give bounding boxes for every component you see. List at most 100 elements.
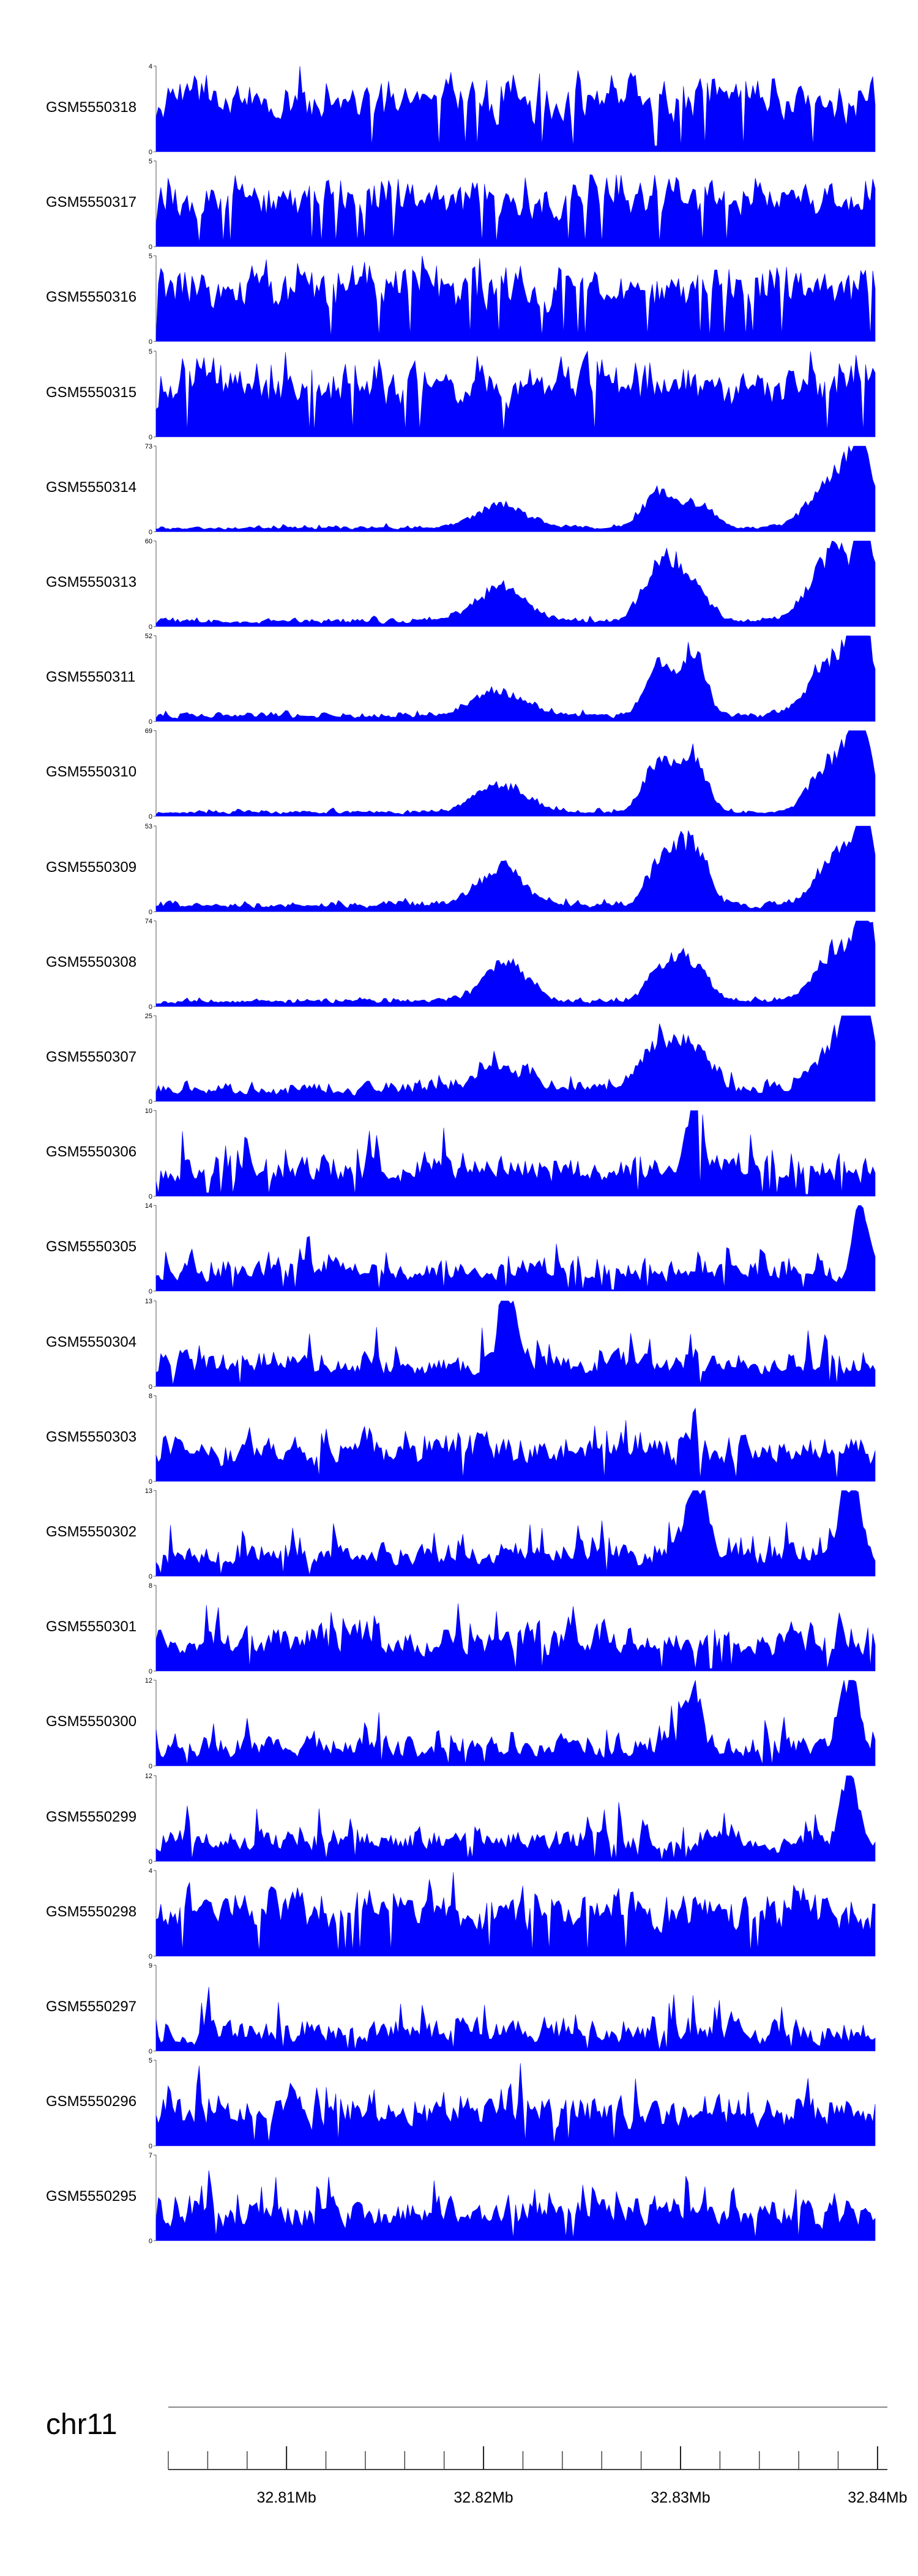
track-label: GSM5550304: [46, 1333, 137, 1350]
track-plot: 14 0: [145, 1202, 876, 1295]
track-GSM5550306: GSM5550306 10 0: [0, 1106, 918, 1201]
y-min-label: 0: [149, 909, 152, 916]
track-GSM5550311: GSM5550311 52 0: [0, 631, 918, 726]
y-min-label: 0: [149, 1098, 152, 1106]
track-GSM5550310: GSM5550310 69 0: [0, 726, 918, 821]
track-label: GSM5550318: [46, 99, 137, 116]
track-plot: 25 0: [145, 1013, 876, 1106]
track-plot: 74 0: [145, 918, 876, 1011]
track-label: GSM5550298: [46, 1903, 137, 1920]
genome-tick-label: 32.82Mb: [453, 2489, 513, 2506]
track-plot: 13 0: [145, 1298, 876, 1391]
coverage-tracks: GSM5550318 4 0 GSM5550317 5 0 GSM5550316 5 0 GSM5…: [0, 61, 918, 2245]
track-plot: 12 0: [145, 1677, 876, 1770]
y-max-label: 10: [145, 1107, 152, 1115]
genome-tick-label: 32.81Mb: [257, 2489, 316, 2506]
y-min-label: 0: [149, 434, 152, 441]
coverage-area: [155, 350, 876, 437]
track-label: GSM5550307: [46, 1049, 137, 1065]
y-max-label: 12: [145, 1677, 152, 1684]
track-plot: 53 0: [145, 823, 876, 916]
y-min-label: 0: [149, 529, 152, 536]
track-plot: 69 0: [145, 728, 876, 821]
chromosome-label: chr11: [46, 2408, 118, 2441]
y-max-label: 74: [145, 918, 152, 925]
track-plot: 90: [149, 1962, 876, 2055]
track-GSM5550317: GSM5550317 5 0: [0, 156, 918, 251]
track-label: GSM5550309: [46, 858, 137, 876]
y-min-label: 0: [149, 149, 152, 156]
y-max-label: 13: [145, 1487, 152, 1495]
y-min-label: 0: [149, 1478, 152, 1486]
y-max-label: 5: [149, 348, 152, 356]
y-min-label: 0: [149, 2048, 152, 2055]
track-label: GSM5550316: [46, 289, 137, 306]
y-max-label: 9: [149, 1962, 152, 1970]
track-GSM5550299: GSM5550299 12 0: [0, 1771, 918, 1866]
track-label: GSM5550295: [46, 2188, 137, 2205]
y-min-label: 0: [149, 624, 152, 631]
coverage-area: [155, 256, 876, 342]
track-label: GSM5550305: [46, 1238, 137, 1256]
track-GSM5550304: GSM5550304 13 0: [0, 1296, 918, 1391]
track-GSM5550318: GSM5550318 4 0: [0, 61, 918, 156]
y-min-label: 0: [149, 1003, 152, 1011]
track-GSM5550303: GSM5550303 8 0: [0, 1391, 918, 1486]
track-plot: 73 0: [145, 443, 876, 536]
y-max-label: 12: [145, 1773, 152, 1780]
y-min-label: 0: [149, 1763, 152, 1770]
y-min-label: 0: [149, 1288, 152, 1295]
y-max-label: 14: [145, 1202, 152, 1210]
coverage-area: [155, 1300, 876, 1387]
y-min-label: 0: [149, 244, 152, 251]
track-plot: 52 0: [145, 633, 876, 726]
coverage-area: [155, 1490, 876, 1577]
y-min-label: 0: [149, 338, 152, 346]
coverage-area: [155, 445, 876, 532]
track-GSM5550300: GSM5550300 12 0: [0, 1675, 918, 1770]
y-max-label: 25: [145, 1013, 152, 1020]
y-max-label: 8: [149, 1582, 152, 1590]
y-max-label: 5: [149, 253, 152, 260]
y-min-label: 0: [149, 2238, 152, 2245]
y-max-label: 5: [149, 2057, 152, 2064]
y-max-label: 8: [149, 1393, 152, 1400]
coverage-area: [155, 1603, 876, 1672]
track-plot: 80: [149, 1393, 876, 1486]
coverage-area: [155, 2170, 876, 2241]
track-label: GSM5550300: [46, 1713, 137, 1730]
track-plot: 60 0: [145, 538, 876, 631]
track-GSM5550305: GSM5550305 14 0: [0, 1201, 918, 1295]
track-plot: 40: [149, 1867, 876, 1960]
y-max-label: 13: [145, 1298, 152, 1305]
y-min-label: 0: [149, 813, 152, 821]
track-label: GSM5550314: [46, 478, 137, 496]
track-label: GSM5550301: [46, 1618, 137, 1636]
coverage-area: [155, 1680, 876, 1766]
track-plot: 50: [149, 158, 876, 251]
coverage-area: [155, 1775, 876, 1861]
coverage-area: [155, 1987, 876, 2052]
track-plot: 70: [149, 2152, 876, 2245]
track-label: GSM5550297: [46, 1998, 137, 2015]
y-min-label: 0: [149, 1573, 152, 1580]
y-max-label: 4: [149, 1867, 152, 1875]
track-GSM5550313: GSM5550313 60 0: [0, 536, 918, 631]
y-min-label: 0: [149, 1383, 152, 1391]
track-label: GSM5550315: [46, 384, 137, 401]
track-GSM5550316: GSM5550316 5 0: [0, 251, 918, 346]
track-plot: 10 0: [145, 1107, 876, 1201]
genome-tick-label: 32.84Mb: [848, 2489, 907, 2506]
coverage-area: [155, 731, 876, 817]
track-GSM5550314: GSM5550314 73 0: [0, 441, 918, 536]
y-max-label: 73: [145, 443, 152, 450]
y-min-label: 0: [149, 2143, 152, 2150]
track-plot: 50: [149, 348, 876, 441]
track-GSM5550301: GSM5550301 8 0: [0, 1580, 918, 1675]
y-max-label: 60: [145, 538, 152, 545]
y-max-label: 69: [145, 728, 152, 735]
track-plot: 80: [149, 1582, 876, 1675]
track-GSM5550302: GSM5550302 13 0: [0, 1486, 918, 1580]
track-GSM5550296: GSM5550296 5 0: [0, 2055, 918, 2150]
track-label: GSM5550311: [46, 669, 136, 686]
